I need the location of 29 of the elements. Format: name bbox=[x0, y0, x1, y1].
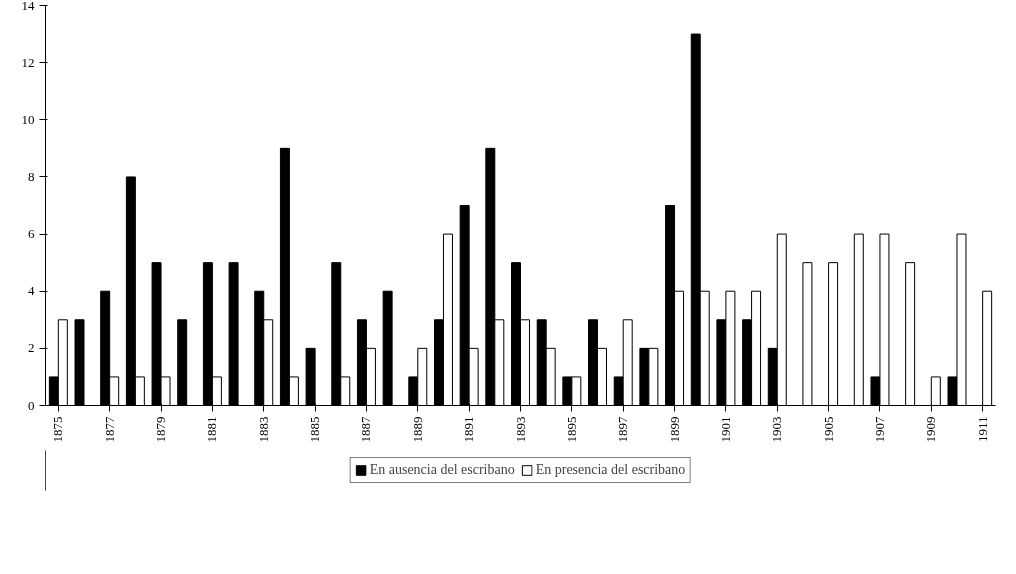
y-tick-label: 14 bbox=[21, 0, 35, 13]
x-tick-label: 1877 bbox=[101, 416, 117, 443]
x-tick-label: 1889 bbox=[409, 416, 425, 443]
x-tick-label: 1897 bbox=[615, 416, 631, 443]
x-tick-label: 1901 bbox=[717, 416, 733, 443]
y-tick-label: 0 bbox=[28, 397, 35, 413]
x-tick-label: 1907 bbox=[871, 416, 887, 443]
x-tick-label: 1903 bbox=[769, 416, 785, 443]
y-tick-label: 4 bbox=[28, 283, 35, 299]
y-tick-label: 6 bbox=[28, 226, 35, 242]
x-tick-label: 1911 bbox=[974, 416, 990, 443]
x-tick-label: 1881 bbox=[204, 416, 220, 443]
legend-label: En presencia del escribano bbox=[535, 462, 686, 478]
y-tick-label: 2 bbox=[28, 340, 35, 356]
x-tick-label: 1891 bbox=[461, 416, 477, 443]
y-tick-label: 8 bbox=[28, 168, 35, 184]
x-tick-label: 1887 bbox=[358, 416, 374, 443]
x-tick-label: 1899 bbox=[666, 416, 682, 443]
x-tick-label: 1875 bbox=[50, 416, 66, 443]
x-tick-label: 1893 bbox=[512, 416, 528, 443]
x-tick-label: 1885 bbox=[307, 416, 323, 443]
legend-label: En ausencia del escribano bbox=[369, 462, 515, 478]
x-tick-label: 1883 bbox=[255, 416, 271, 443]
y-tick-label: 10 bbox=[21, 111, 35, 127]
y-tick-label: 12 bbox=[21, 54, 35, 70]
x-tick-label: 1909 bbox=[923, 416, 939, 443]
x-tick-label: 1905 bbox=[820, 416, 836, 443]
x-tick-label: 1895 bbox=[563, 416, 579, 443]
x-tick-label: 1879 bbox=[153, 416, 169, 443]
